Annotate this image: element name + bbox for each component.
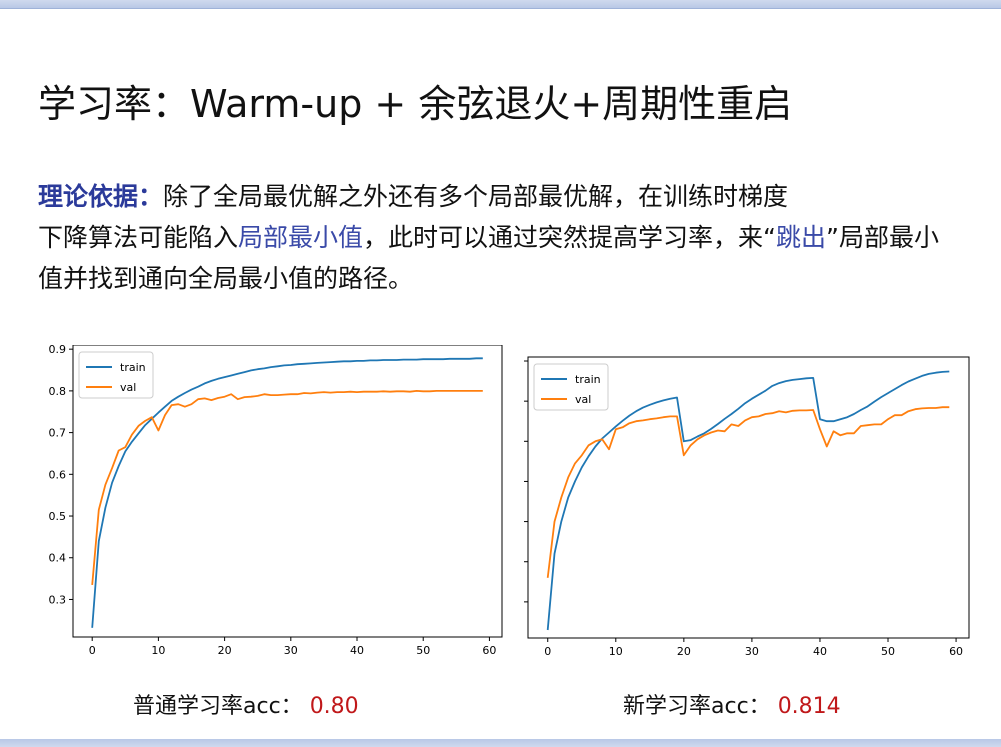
x-tick-label: 20 (677, 645, 691, 658)
x-tick-label: 10 (609, 645, 623, 658)
caption-new: 新学习率acc： 0.814 (623, 692, 841, 722)
theory-text-2: 下降算法可能陷入 (38, 223, 239, 252)
theory-text-1: 除了全局最优解之外还有多个局部最优解，在训练时梯度 (163, 182, 789, 211)
chart-new-lr: 0 10 20 30 40 50 60 train val (524, 356, 970, 658)
x-tick-label: 10 (151, 644, 165, 657)
series-line-train (91, 357, 483, 628)
y-tick-label: 0.4 (49, 552, 67, 565)
x-tick-label: 50 (881, 645, 895, 658)
caption-baseline: 普通学习率acc： 0.80 (133, 692, 359, 722)
x-tick-label: 0 (544, 645, 551, 658)
y-tick-label: 0.6 (49, 468, 67, 481)
theory-text-3: ，此时可以通过突然提高学习率，来“ (363, 223, 776, 252)
series-line-val (546, 406, 950, 578)
highlight-jump-out: 跳出 (775, 223, 826, 252)
axes-frame (527, 356, 970, 639)
x-tick-label: 40 (350, 644, 364, 657)
x-tick-label: 30 (745, 645, 759, 658)
theory-label: 理论依据： (38, 182, 164, 211)
y-tick-label: 0.9 (49, 345, 67, 356)
x-tick-label: 60 (949, 645, 963, 658)
legend-label-val: val (120, 381, 136, 394)
highlight-local-min: 局部最小值 (238, 223, 364, 252)
caption-baseline-label: 普通学习率acc： (133, 694, 303, 719)
y-tick-label: 0.3 (49, 593, 67, 606)
legend-label-train: train (120, 361, 146, 374)
caption-new-label: 新学习率acc： (623, 694, 771, 719)
caption-new-value: 0.814 (777, 694, 841, 719)
legend-box (78, 351, 154, 399)
legend-label-val: val (575, 393, 591, 406)
theory-text-4: ”局部最小值并找到通向全局最小值的路径。 (38, 223, 939, 293)
series-line-val (91, 390, 483, 585)
x-tick-label: 50 (416, 644, 430, 657)
y-tick-label: 0.7 (49, 427, 67, 440)
axes-frame (72, 345, 503, 638)
series-line-train (546, 370, 950, 631)
y-tick-label: 0.5 (49, 510, 67, 523)
x-tick-label: 40 (813, 645, 827, 658)
slide-title: 学习率：Warm-up + 余弦退火+周期性重启 (38, 82, 793, 126)
legend-box (533, 363, 609, 411)
x-tick-label: 60 (482, 644, 496, 657)
x-tick-label: 30 (284, 644, 298, 657)
bottom-accent-bar (0, 739, 1001, 747)
top-accent-bar (0, 0, 1001, 9)
chart-baseline-lr: 0 10 20 30 40 50 60 0.3 0.4 0.5 0.6 0.7 0.8 0.9 train v… (49, 345, 503, 657)
legend-label-train: train (575, 373, 601, 386)
x-tick-label: 20 (218, 644, 232, 657)
theory-paragraph: 理论依据：除了全局最优解之外还有多个局部最优解，在训练时梯度下降算法可能陷入局部… (38, 176, 948, 299)
y-tick-label: 0.8 (49, 385, 67, 398)
x-tick-label: 0 (89, 644, 96, 657)
caption-baseline-value: 0.80 (309, 694, 359, 719)
